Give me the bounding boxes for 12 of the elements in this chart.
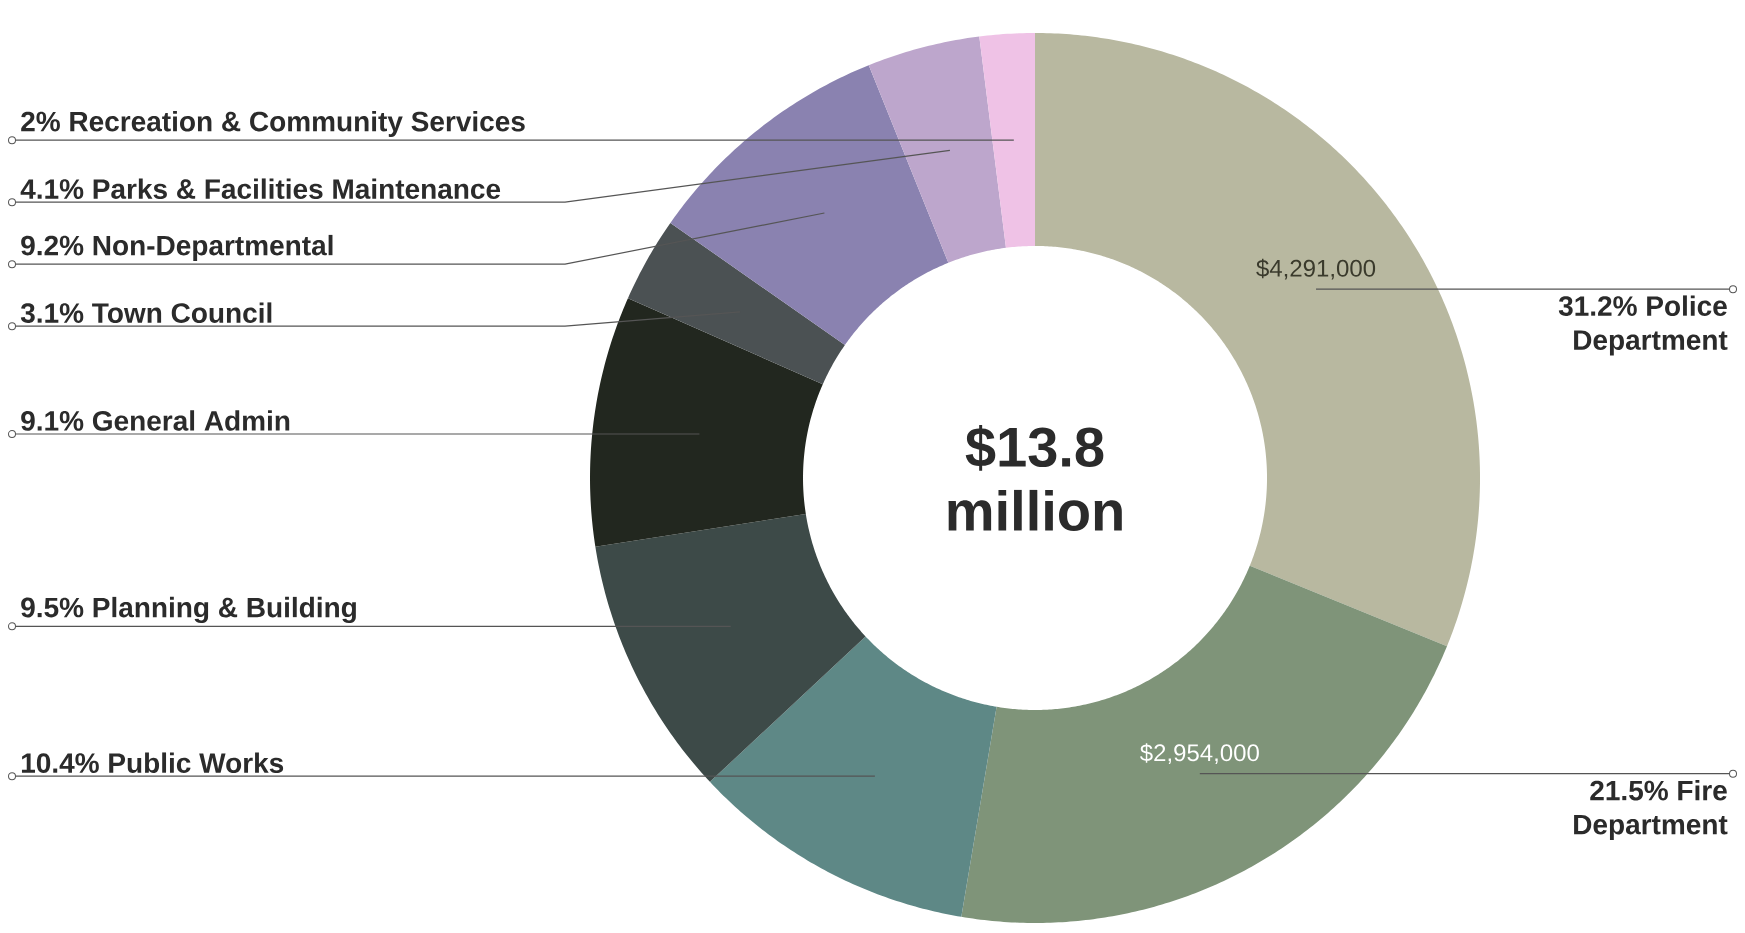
legend-label: 3.1% Town Council <box>20 302 272 323</box>
text: $4,291,000 <box>1256 258 1376 280</box>
slice-label: 21.5% Fire Department <box>1574 779 1728 840</box>
text: $13.8 million <box>948 424 1122 532</box>
slice-label: 9.5% Planning & Building <box>21 596 356 624</box>
slice-label: 9.1% General Admin <box>21 410 290 431</box>
slice-label: 9.2% Non-Departmental <box>21 234 333 261</box>
slice-label: 4.1% Parks & Facilities Maintenance <box>20 178 501 199</box>
slice-label: 10.4% Public Works <box>21 752 284 773</box>
text: $2,954,000 <box>1140 743 1259 765</box>
slice-label: 31.2% Police Department <box>1558 295 1728 356</box>
slice-label: 2% Recreation & Community Services <box>21 110 525 137</box>
